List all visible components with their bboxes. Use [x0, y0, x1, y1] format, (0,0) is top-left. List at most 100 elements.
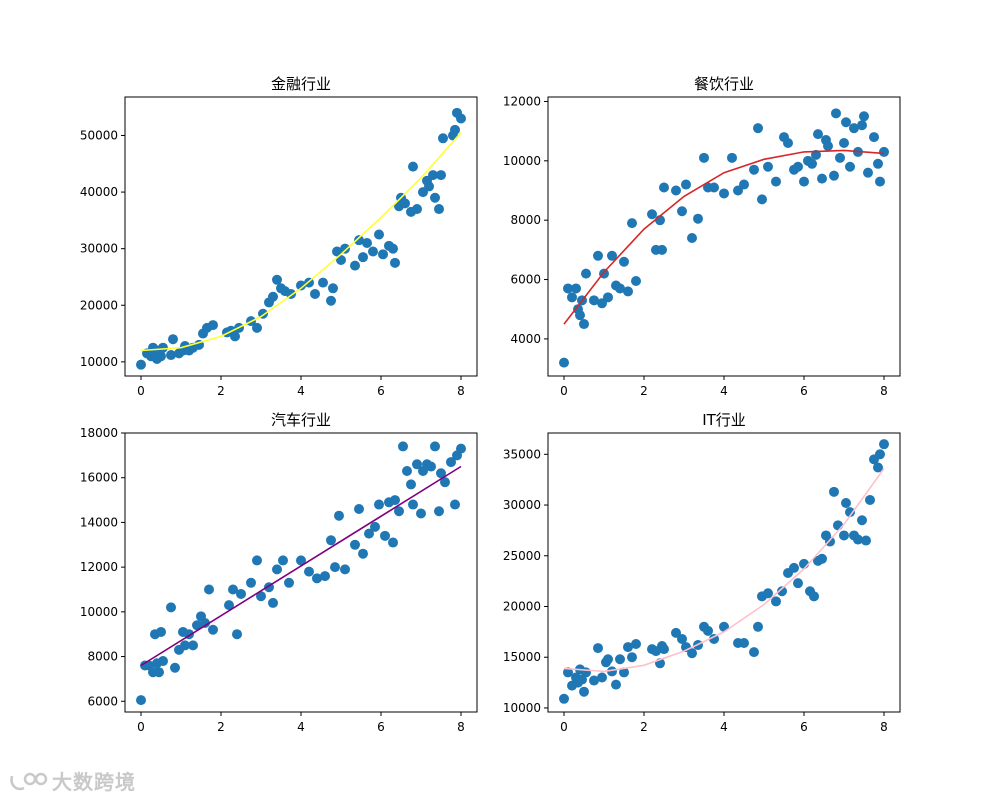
scatter-point — [879, 439, 889, 450]
scatter-point — [438, 133, 448, 144]
scatter-point — [835, 152, 845, 163]
scatter-point — [188, 640, 198, 651]
scatter-point — [390, 495, 400, 506]
x-tick-label: 6 — [800, 720, 808, 734]
scatter-point — [170, 662, 180, 673]
x-tick-label: 6 — [800, 384, 808, 398]
scatter-point — [677, 633, 687, 644]
tea-cup-logo-icon — [10, 772, 48, 790]
scatter-point — [440, 477, 450, 488]
scatter-point — [332, 246, 342, 257]
scatter-point — [631, 639, 641, 650]
scatter-point — [699, 152, 709, 163]
scatter-point — [853, 534, 863, 545]
scatter-point — [424, 181, 434, 192]
scatter-point — [857, 120, 867, 131]
scatter-point — [607, 250, 617, 261]
x-tick-label: 0 — [560, 720, 568, 734]
scatter-point — [208, 624, 218, 635]
scatter-point — [647, 209, 657, 220]
scatter-point — [256, 591, 266, 602]
scatter-point — [430, 441, 440, 452]
scatter-point — [428, 170, 438, 181]
y-tick-label: 35000 — [503, 447, 541, 461]
scatter-point — [657, 244, 667, 255]
scatter-point — [246, 577, 256, 588]
scatter-point — [839, 138, 849, 149]
scatter-point — [873, 462, 883, 473]
fit-curve — [563, 468, 885, 673]
scatter-point — [228, 584, 238, 595]
scatter-point — [863, 167, 873, 178]
scatter-point — [278, 555, 288, 566]
scatter-point — [320, 571, 330, 582]
scatter-point — [136, 695, 146, 706]
scatter-points — [136, 107, 466, 370]
y-tick-label: 14000 — [80, 515, 118, 529]
scatter-point — [619, 667, 629, 678]
scatter-point — [296, 555, 306, 566]
y-tick-label: 12000 — [80, 560, 118, 574]
scatter-point — [180, 640, 190, 651]
x-tick-label: 0 — [137, 720, 145, 734]
axes-frame — [547, 432, 901, 713]
scatter-point — [370, 521, 380, 532]
scatter-point — [200, 618, 210, 629]
scatter-point — [873, 158, 883, 169]
scatter-point — [687, 232, 697, 243]
scatter-point — [402, 466, 412, 477]
scatter-point — [841, 498, 851, 509]
scatter-point — [709, 182, 719, 193]
y-tick-label: 6000 — [87, 694, 118, 708]
scatter-point — [703, 625, 713, 636]
scatter-point — [450, 499, 460, 510]
scatter-point — [823, 140, 833, 151]
scatter-point — [268, 291, 278, 302]
x-tick-label: 0 — [560, 384, 568, 398]
scatter-points — [559, 108, 889, 368]
scatter-point — [232, 629, 242, 640]
scatter-point — [236, 588, 246, 599]
scatter-point — [859, 111, 869, 122]
scatter-point — [354, 235, 364, 246]
x-tick-label: 4 — [720, 720, 728, 734]
scatter-point — [659, 182, 669, 193]
scatter-point — [841, 117, 851, 128]
x-tick-label: 2 — [217, 720, 225, 734]
x-tick-label: 8 — [880, 384, 888, 398]
y-tick-label: 25000 — [503, 549, 541, 563]
scatter-point — [354, 504, 364, 515]
chart-title: 金融行业 — [271, 75, 331, 93]
scatter-point — [833, 520, 843, 531]
scatter-point — [865, 494, 875, 505]
scatter-point — [334, 510, 344, 521]
scatter-point — [809, 591, 819, 602]
scatter-point — [304, 566, 314, 577]
scatter-point — [192, 620, 202, 631]
scatter-point — [380, 530, 390, 541]
scatter-point — [631, 276, 641, 287]
subplot-1: 0 2 4 6 8 10000 20000 30000 40000 50000 金融行业 — [80, 75, 478, 398]
scatter-point — [563, 667, 573, 678]
scatter-point — [390, 257, 400, 268]
scatter-point — [681, 179, 691, 190]
y-tick-label: 20000 — [80, 298, 118, 312]
scatter-point — [252, 555, 262, 566]
y-tick-label: 30000 — [80, 242, 118, 256]
scatter-point — [416, 508, 426, 519]
scatter-point — [284, 577, 294, 588]
x-tick-label: 4 — [720, 384, 728, 398]
scatter-point — [799, 176, 809, 187]
scatter-point — [364, 528, 374, 539]
scatter-point — [563, 283, 573, 294]
scatter-point — [839, 530, 849, 541]
scatter-point — [603, 654, 613, 665]
scatter-point — [156, 351, 166, 362]
scatter-point — [388, 243, 398, 254]
scatter-point — [330, 562, 340, 573]
scatter-point — [857, 515, 867, 526]
scatter-point — [430, 192, 440, 203]
watermark: 大数跨境 — [8, 766, 136, 795]
scatter-point — [358, 548, 368, 559]
scatter-point — [328, 283, 338, 294]
